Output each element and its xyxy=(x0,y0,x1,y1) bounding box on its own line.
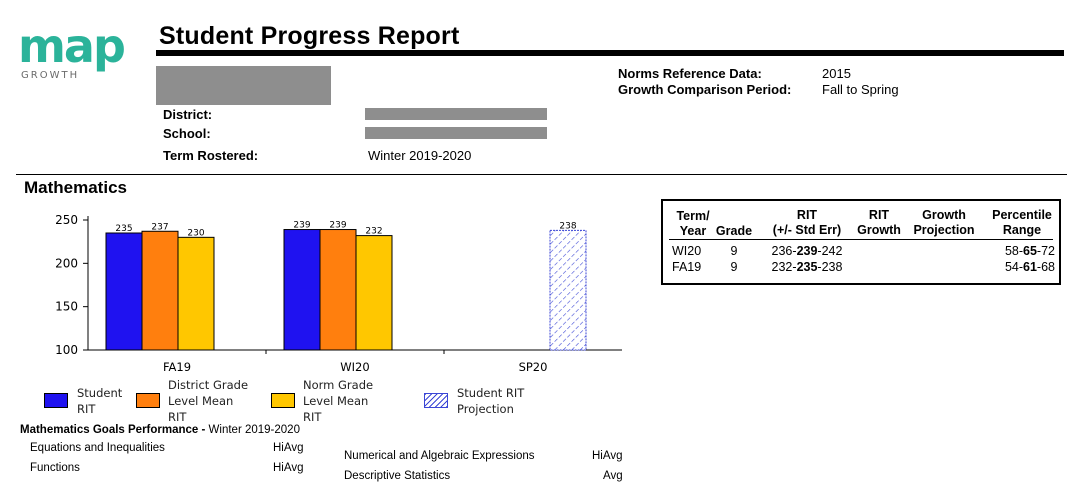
bar-norm-grade-level-mean-rit-wi20 xyxy=(355,235,393,351)
goal-name: Functions xyxy=(30,462,80,474)
bar-data-label: 239 xyxy=(329,221,346,231)
row-percentile: 58-65-72 xyxy=(1004,244,1055,258)
goal-value: HiAvg xyxy=(592,450,623,462)
x-category-label: SP20 xyxy=(519,360,548,374)
y-tick-label: 250 xyxy=(55,213,78,227)
redacted-district xyxy=(365,108,547,120)
header-growth-projection: Growth Projection xyxy=(913,208,975,237)
legend-label-rit-projection: Student RIT Projection xyxy=(457,386,525,416)
row-grade: 9 xyxy=(730,260,738,274)
x-category-label: FA19 xyxy=(163,360,191,374)
goals-performance-title: Mathematics Goals Performance - Winter 2… xyxy=(20,424,300,436)
legend-swatch-rit-projection xyxy=(424,393,448,408)
row-percentile: 54-61-68 xyxy=(1004,260,1055,274)
bar-norm-grade-level-mean-rit-fa19 xyxy=(177,236,215,351)
row-grade: 9 xyxy=(730,244,738,258)
term-rostered-label: Term Rostered: xyxy=(163,148,259,163)
bar-data-label: 238 xyxy=(559,221,576,231)
logo-wordmark: map xyxy=(18,19,124,73)
goal-name: Descriptive Statistics xyxy=(344,470,451,482)
row-rit: 236-239-242 xyxy=(771,244,843,258)
redacted-student-name xyxy=(156,66,331,105)
bar-student-rit-projection-sp20 xyxy=(549,229,587,351)
rit-summary-table: Term/Year Grade RIT (+/- Std Err) RIT Grow… xyxy=(661,199,1061,285)
page-title: Student Progress Report xyxy=(159,22,460,50)
row-term: WI20 xyxy=(672,244,702,258)
growth-period-label: Growth Comparison Period: xyxy=(618,82,792,97)
header-divider xyxy=(156,50,1064,56)
redacted-school xyxy=(365,127,547,139)
bar-data-label: 237 xyxy=(151,222,168,232)
bar-student-rit-wi20 xyxy=(283,229,321,351)
bar-district-grade-level-mean-rit-fa19 xyxy=(141,230,179,351)
growth-period-value: Fall to Spring xyxy=(822,82,899,97)
norms-reference-label: Norms Reference Data: xyxy=(618,66,762,81)
header-percentile-range: Percentile Range xyxy=(992,208,1052,237)
header-term-year: Term/Year xyxy=(676,209,710,238)
goal-value: HiAvg xyxy=(273,462,304,474)
legend-label-student-rit: Student RIT xyxy=(77,386,123,416)
y-tick-label: 150 xyxy=(55,300,78,314)
logo-subtext: GROWTH xyxy=(21,70,80,81)
legend-label-norm-mean: Norm Grade Level Mean RIT xyxy=(303,378,374,424)
table-header-divider xyxy=(669,239,1053,240)
legend-swatch-student-rit xyxy=(44,393,68,408)
x-category-label: WI20 xyxy=(340,360,369,374)
header-rit-growth: RIT Growth xyxy=(857,208,901,237)
goal-value: Avg xyxy=(603,470,623,482)
rit-bar-chart: 100 150 200 250 FA19 WI20 SP20 235 239 237 239 230 2… xyxy=(55,213,622,374)
bar-student-rit-fa19 xyxy=(105,232,143,351)
goal-value: HiAvg xyxy=(273,442,304,454)
bar-data-label: 239 xyxy=(293,221,310,231)
goal-name: Numerical and Algebraic Expressions xyxy=(344,450,535,462)
section-divider xyxy=(16,174,1067,175)
row-term: FA19 xyxy=(672,260,702,274)
header-rit: RIT (+/- Std Err) xyxy=(772,208,842,237)
y-tick-label: 100 xyxy=(55,343,78,357)
map-growth-logo: map xyxy=(18,19,126,73)
bar-data-label: 235 xyxy=(115,224,132,234)
row-rit: 232-235-238 xyxy=(771,260,843,274)
legend-swatch-norm-mean xyxy=(271,393,295,408)
term-rostered-value: Winter 2019-2020 xyxy=(368,148,472,163)
goal-name: Equations and Inequalities xyxy=(30,442,165,454)
legend-swatch-district-mean xyxy=(136,393,160,408)
y-tick-label: 200 xyxy=(55,256,78,270)
bar-data-label: 232 xyxy=(365,227,382,237)
norms-reference-value: 2015 xyxy=(822,66,851,81)
district-label: District: xyxy=(163,107,213,122)
section-title: Mathematics xyxy=(24,178,127,197)
legend-label-district-mean: District Grade Level Mean RIT xyxy=(168,378,249,424)
bar-district-grade-level-mean-rit-wi20 xyxy=(319,229,357,351)
header-grade: Grade xyxy=(715,224,753,238)
bar-data-label: 230 xyxy=(187,228,204,238)
school-label: School: xyxy=(163,126,211,141)
